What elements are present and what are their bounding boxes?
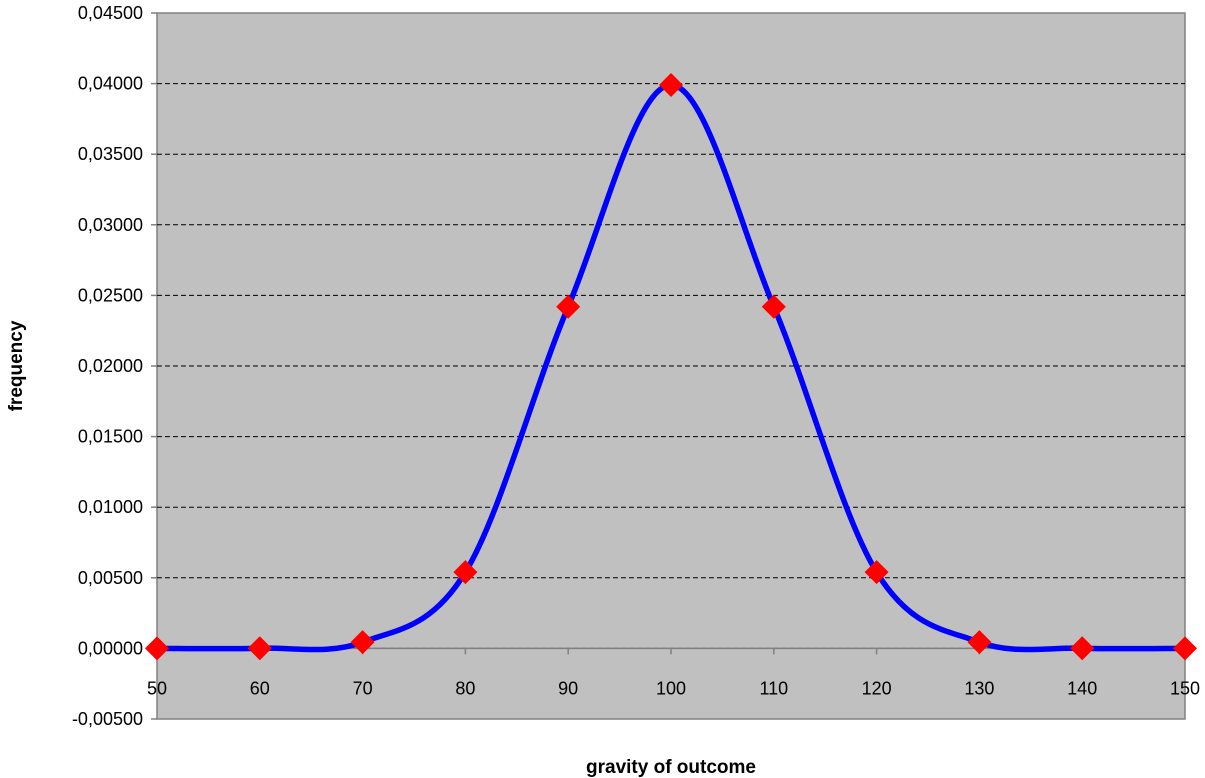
x-tick-label: 130: [964, 678, 994, 698]
data-point-marker: [145, 636, 169, 661]
y-tick-labels: -0,00500 0,00000 0,00500 0,01000 0,01500 0,02…: [72, 3, 143, 729]
data-point-marker: [247, 636, 272, 661]
data-point-marker: [556, 294, 581, 319]
x-tick-label: 100: [656, 678, 686, 698]
y-axis-title: frequency: [6, 320, 27, 411]
y-tick-label: 0,01000: [78, 497, 143, 517]
y-tick-label: -0,00500: [72, 709, 143, 729]
y-tick-label: 0,00500: [78, 568, 143, 588]
x-axis-title: gravity of outcome: [586, 757, 756, 778]
data-point-marker: [1070, 636, 1095, 661]
data-point-marker: [1173, 636, 1197, 661]
x-tick-label: 140: [1067, 678, 1097, 698]
y-tick-label: 0,02500: [78, 285, 143, 305]
y-tick-label: 0,00000: [78, 638, 143, 658]
x-tick-label: 110: [759, 678, 788, 698]
x-tick-label: 50: [147, 678, 167, 698]
x-tick-label: 90: [558, 678, 578, 698]
x-tick-label: 120: [862, 678, 892, 698]
data-point-marker: [350, 630, 375, 655]
y-tick-label: 0,02000: [78, 356, 143, 376]
x-tick-label: 150: [1170, 678, 1200, 698]
data-point-marker: [453, 560, 478, 585]
x-tick-label: 70: [353, 678, 373, 698]
data-point-marker: [659, 73, 683, 98]
data-point-marker: [864, 560, 889, 585]
data-point-marker: [761, 294, 786, 319]
y-tick-label: 0,03500: [78, 144, 143, 164]
y-tick-label: 0,04500: [78, 3, 143, 23]
y-tick-label: 0,01500: [78, 427, 143, 447]
x-tick-labels: 50 60 70 80 90 100 110 120 130 140 150: [147, 678, 1200, 698]
y-tick-label: 0,04000: [78, 74, 143, 94]
data-point-marker: [967, 630, 992, 655]
x-tick-label: 60: [250, 678, 270, 698]
x-tick-label: 80: [455, 678, 475, 698]
y-tick-label: 0,03000: [78, 215, 143, 235]
markers: [145, 73, 1197, 661]
